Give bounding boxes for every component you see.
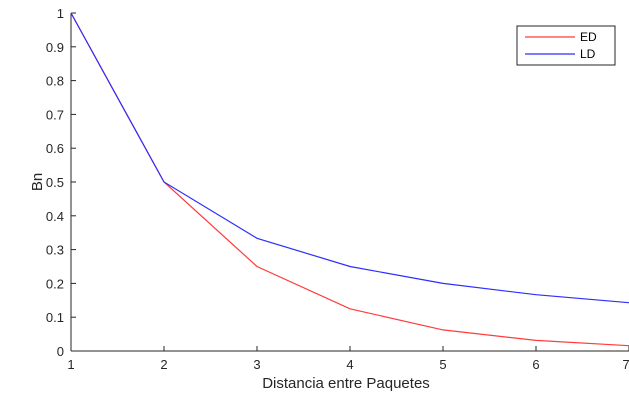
y-axis-title: Bn	[29, 173, 46, 191]
x-tick-label: 1	[67, 357, 74, 372]
y-tick-label: 0	[57, 344, 64, 359]
y-tick-label: 0.7	[46, 107, 64, 122]
y-tick-label: 0.8	[46, 74, 64, 89]
legend: ED LD	[516, 25, 616, 66]
x-tick-label: 6	[532, 357, 539, 372]
x-tick-label: 5	[439, 357, 446, 372]
legend-label-ed: ED	[580, 30, 597, 44]
legend-box	[516, 25, 616, 66]
y-tick-label: 0.9	[46, 40, 64, 55]
x-tick-label: 2	[160, 357, 167, 372]
x-axis-title: Distancia entre Paquetes	[262, 375, 430, 392]
x-tick-label: 3	[253, 357, 260, 372]
y-tick-label: 0.3	[46, 243, 64, 258]
y-tick-label: 0.5	[46, 175, 64, 190]
y-tick-label: 0.6	[46, 141, 64, 156]
y-tick-label: 0.2	[46, 276, 64, 291]
y-tick-label: 1	[57, 6, 64, 21]
y-tick-label: 0.4	[46, 209, 64, 224]
series-line-ld	[70, 12, 629, 304]
x-tick-label: 7	[622, 357, 629, 372]
x-tick-label: 4	[346, 357, 353, 372]
series-lines	[70, 12, 629, 347]
ticks: 1 2 3 4 5 6 7 0 0.1 0.2 0.3 0.4 0.5 0.6 0.7 0.8 0.9 1	[46, 6, 629, 372]
y-tick-label: 0.1	[46, 310, 64, 325]
legend-label-ld: LD	[580, 47, 596, 61]
